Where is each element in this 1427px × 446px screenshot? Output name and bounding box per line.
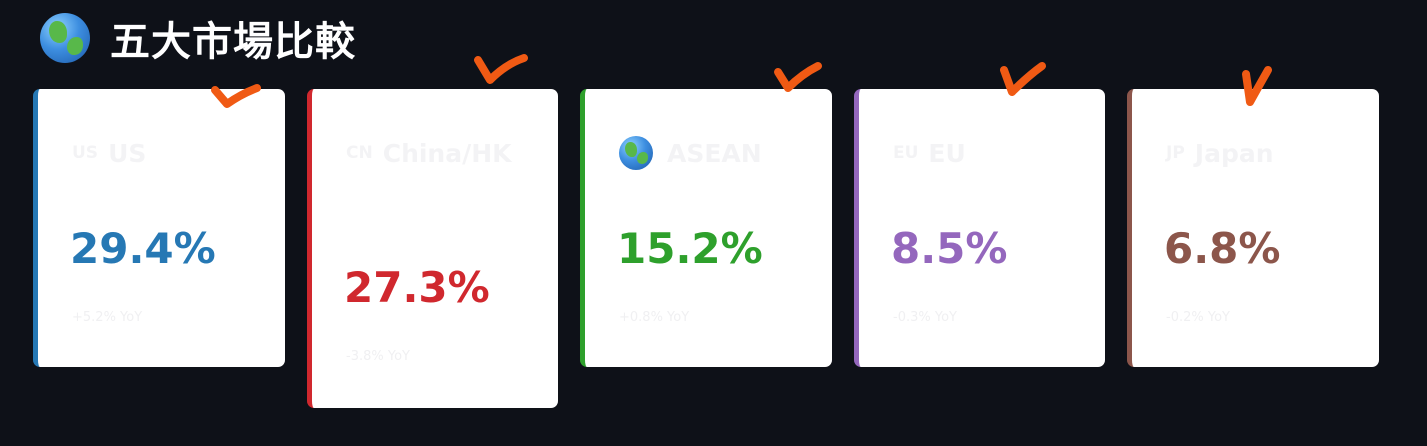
market-yoy-change: +0.8% YoY (619, 310, 690, 325)
market-name: US (108, 138, 147, 168)
flag-eu-icon: EU (893, 143, 919, 163)
market-name: ASEAN (667, 138, 762, 168)
market-card-china-hk: CN China/HK 27.3% -3.8% YoY (307, 89, 558, 408)
checkmark-icon (211, 84, 261, 108)
market-yoy-change: -3.8% YoY (346, 349, 410, 364)
market-label: CN China/HK (346, 133, 512, 173)
market-card-japan: JP Japan 6.8% -0.2% YoY (1127, 89, 1379, 367)
flag-jp-icon: JP (1166, 143, 1185, 163)
market-share-value: 29.4% (70, 224, 216, 273)
market-card-asean: ASEAN 15.2% +0.8% YoY (580, 89, 832, 367)
market-share-value: 27.3% (344, 263, 490, 312)
market-label: US US (72, 133, 146, 173)
market-share-value: 8.5% (891, 224, 1008, 273)
globe-icon (619, 136, 653, 170)
market-name: Japan (1194, 138, 1274, 168)
checkmark-icon (474, 54, 528, 84)
market-card-us: US US 29.4% +5.2% YoY (33, 89, 285, 367)
section-header: 五大市場比較 (40, 8, 356, 68)
market-label: ASEAN (619, 133, 762, 173)
market-yoy-change: -0.2% YoY (1166, 310, 1230, 325)
market-share-value: 15.2% (617, 224, 763, 273)
market-card-eu: EU EU 8.5% -0.3% YoY (854, 89, 1105, 367)
globe-icon (40, 13, 90, 63)
market-share-value: 6.8% (1164, 224, 1281, 273)
market-name: EU (928, 138, 966, 168)
market-label: EU EU (893, 133, 966, 173)
checkmark-icon (1000, 62, 1046, 96)
section-title: 五大市場比較 (110, 19, 356, 65)
market-yoy-change: +5.2% YoY (72, 310, 143, 325)
market-yoy-change: -0.3% YoY (893, 310, 957, 325)
checkmark-icon (1242, 66, 1272, 106)
flag-cn-icon: CN (346, 143, 373, 163)
flag-us-icon: US (72, 143, 99, 163)
checkmark-icon (774, 62, 822, 92)
market-name: China/HK (382, 138, 512, 168)
market-label: JP Japan (1166, 133, 1274, 173)
